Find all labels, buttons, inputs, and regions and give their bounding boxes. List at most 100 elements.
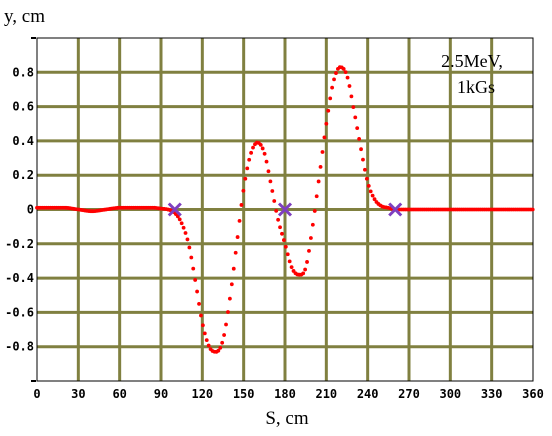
x-tick-label: 120 <box>191 387 213 401</box>
series-point <box>243 176 248 181</box>
series-point <box>227 296 232 301</box>
series-point <box>220 340 225 345</box>
series-point <box>200 323 205 328</box>
x-marker-stroke <box>167 202 182 217</box>
series-point <box>314 194 319 199</box>
series-point <box>245 166 250 171</box>
series-point <box>355 126 360 131</box>
series-point <box>193 278 198 282</box>
y-tick-label: 0.2 <box>12 168 34 182</box>
series-point <box>260 146 265 151</box>
series-point <box>301 271 306 276</box>
series-point <box>307 249 311 253</box>
series-point <box>372 197 377 202</box>
series-point <box>322 135 327 140</box>
series-point <box>278 225 282 230</box>
x-tick-label: 330 <box>481 387 503 401</box>
y-tick-labels: 0.8 0.6 0.4 0.2 0 -0.2 -0.4 -0.6 -0.8 <box>5 37 36 382</box>
x-tick-label: 30 <box>71 387 85 401</box>
series-point <box>366 183 371 188</box>
series-point <box>247 157 252 162</box>
series-point <box>343 70 348 74</box>
series-point <box>216 348 221 353</box>
series-point <box>195 289 200 294</box>
series-point <box>222 333 227 337</box>
series-point <box>289 265 294 270</box>
series-point <box>316 179 321 184</box>
x-tick-label: 150 <box>233 387 255 401</box>
series-point <box>276 217 281 222</box>
series-point <box>264 159 269 164</box>
series-point <box>274 208 279 213</box>
series-point <box>229 282 234 287</box>
series-point <box>177 217 182 222</box>
series-point <box>368 189 373 194</box>
x-tick-label: 180 <box>274 387 296 401</box>
x-tick-labels: 0 30 60 90 120 150 180 210 240 270 300 330 360 <box>33 387 543 401</box>
y-tick-label: 0.4 <box>12 134 34 148</box>
series-point <box>353 115 358 120</box>
series-point <box>332 77 336 82</box>
series-point <box>370 193 375 198</box>
series-point <box>318 164 323 169</box>
series-point <box>204 338 209 343</box>
series-point <box>272 199 277 203</box>
series-point <box>251 145 255 150</box>
y-axis-title: y, cm <box>4 6 45 27</box>
series-point <box>199 313 203 318</box>
series-point <box>280 231 284 236</box>
series-point <box>330 85 335 90</box>
series-point <box>181 225 186 230</box>
x-tick-label: 60 <box>112 387 126 401</box>
series-point <box>530 207 535 212</box>
series-point <box>309 236 313 240</box>
series-points <box>35 65 535 354</box>
series-point <box>185 237 190 242</box>
x-tick-label: 300 <box>439 387 461 401</box>
series-point <box>303 267 308 272</box>
x-markers <box>167 202 403 217</box>
x-tick-label: 270 <box>398 387 420 401</box>
x-axis-title: S, cm <box>265 408 309 429</box>
x-tick-label: 240 <box>357 387 379 401</box>
series-point <box>189 255 194 260</box>
x-marker <box>277 202 293 217</box>
series-point <box>285 252 290 257</box>
x-marker <box>388 202 403 217</box>
series-point <box>324 121 329 126</box>
series-point <box>363 167 367 172</box>
series-point <box>287 259 292 264</box>
series-point <box>179 221 184 226</box>
y-tick-label: 0 <box>27 203 34 217</box>
y-tick-label: -0.4 <box>5 271 34 285</box>
y-tick-label: -0.6 <box>5 305 34 319</box>
series-point <box>249 150 254 155</box>
y-tick-label: 0.6 <box>12 100 34 114</box>
series-point <box>183 231 188 235</box>
series-point <box>202 331 207 336</box>
series-point <box>345 75 350 80</box>
series-point <box>206 343 211 348</box>
y-tick-label: -0.2 <box>5 237 34 251</box>
series-point <box>218 345 223 350</box>
series-point <box>334 71 338 75</box>
series-point <box>357 136 362 141</box>
series-point <box>328 96 333 101</box>
series-point <box>187 245 192 250</box>
series-point <box>364 176 369 181</box>
x-tick-label: 90 <box>154 387 168 401</box>
x-tick-label: 360 <box>522 387 544 401</box>
annotation-line-2: 1kGs <box>457 77 495 97</box>
x-marker-stroke <box>388 202 403 217</box>
series-point <box>197 301 201 306</box>
series-point <box>347 84 352 88</box>
series-point <box>262 151 267 156</box>
series-point <box>312 209 317 213</box>
series-point <box>351 105 356 109</box>
series-point <box>237 218 242 223</box>
series-point <box>233 250 238 255</box>
x-tick-label: 210 <box>315 387 337 401</box>
series-point <box>268 179 273 184</box>
